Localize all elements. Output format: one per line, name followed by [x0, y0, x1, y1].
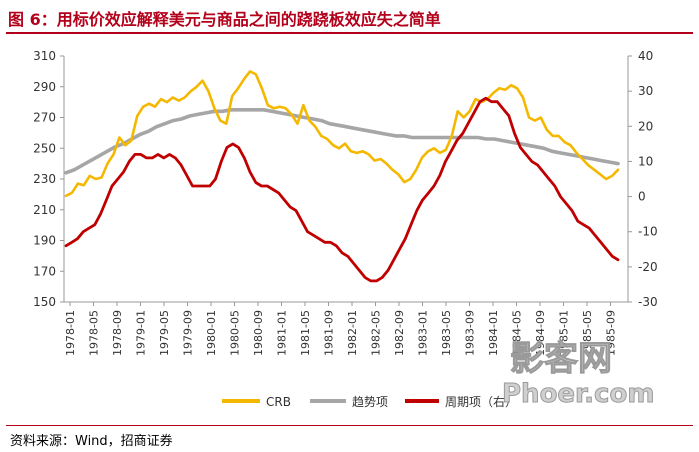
x-tick-label: 1980-01: [205, 310, 218, 356]
legend-label: 趋势项: [352, 395, 388, 409]
x-tick-label: 1982-05: [370, 310, 383, 356]
left-tick-label: 290: [33, 80, 56, 94]
legend-item-crb: CRB: [222, 395, 291, 409]
x-tick-label: 1978-05: [88, 310, 101, 356]
series-trend-line: [64, 108, 620, 175]
chart-axes: 150 170 190 210 230 250 270 290 310 -30 -20 -10 0 10 2…: [33, 49, 658, 356]
chart-title: 图 6：用标价效应解释美元与商品之间的跷跷板效应失之简单: [8, 10, 441, 29]
x-tick-label: 1985-09: [605, 310, 618, 356]
right-tick-label: -30: [638, 295, 658, 309]
x-tick-label: 1982-09: [393, 310, 406, 356]
x-tick-label: 1982-01: [346, 310, 359, 356]
legend-item-trend: 趋势项: [310, 395, 388, 409]
left-tick-label: 190: [33, 234, 56, 248]
x-tick-label: 1978-09: [111, 310, 124, 356]
left-tick-label: 250: [33, 141, 56, 155]
x-tick-label: 1984-01: [487, 310, 500, 356]
right-tick-label: 10: [638, 154, 653, 168]
x-tick-label: 1979-05: [158, 310, 171, 356]
source-note: 资料来源：Wind，招商证券: [10, 434, 173, 449]
x-tick-label: 1981-01: [276, 310, 289, 356]
watermark-text-cn: 影客网: [510, 339, 612, 379]
series-cycle-line: [64, 96, 620, 283]
x-tick-label: 1984-05: [511, 310, 524, 356]
x-tick-label: 1983-01: [417, 310, 430, 356]
x-tick-label: 1981-05: [299, 310, 312, 356]
left-tick-label: 150: [33, 295, 56, 309]
series-crb-line: [64, 70, 620, 198]
x-tick-label: 1983-09: [464, 310, 477, 356]
watermark-logo: 影客网 Phoer.com: [502, 339, 655, 410]
x-tick-label: 1985-05: [581, 310, 594, 356]
x-tick-label: 1984-09: [534, 310, 547, 356]
x-tick-label: 1980-05: [229, 310, 242, 356]
x-tick-label: 1985-01: [558, 310, 571, 356]
source-divider: [6, 425, 693, 426]
left-tick-label: 230: [33, 172, 56, 186]
right-tick-label: -20: [638, 260, 658, 274]
right-tick-label: 20: [638, 119, 653, 133]
right-tick-label: 40: [638, 49, 653, 63]
legend-item-cycle: 周期项（右）: [405, 394, 517, 409]
chart-legend: CRB 趋势项 周期项（右）: [222, 394, 517, 409]
left-tick-label: 170: [33, 264, 56, 278]
x-tick-label: 1979-09: [182, 310, 195, 356]
left-tick-label: 310: [33, 49, 56, 63]
title-divider: [6, 32, 693, 34]
x-tick-label: 1981-09: [323, 310, 336, 356]
x-tick-label: 1983-05: [440, 310, 453, 356]
left-tick-label: 210: [33, 203, 56, 217]
right-tick-label: -10: [638, 225, 658, 239]
chart-series: [64, 70, 620, 283]
legend-label: 周期项（右）: [445, 394, 517, 409]
right-tick-label: 0: [638, 190, 646, 204]
x-tick-label: 1978-01: [64, 310, 77, 356]
legend-label: CRB: [266, 395, 291, 409]
x-tick-label: 1980-09: [252, 310, 265, 356]
right-tick-label: 30: [638, 84, 653, 98]
left-tick-label: 270: [33, 111, 56, 125]
watermark-text-en: Phoer.com: [502, 379, 654, 409]
x-tick-label: 1979-01: [135, 310, 148, 356]
